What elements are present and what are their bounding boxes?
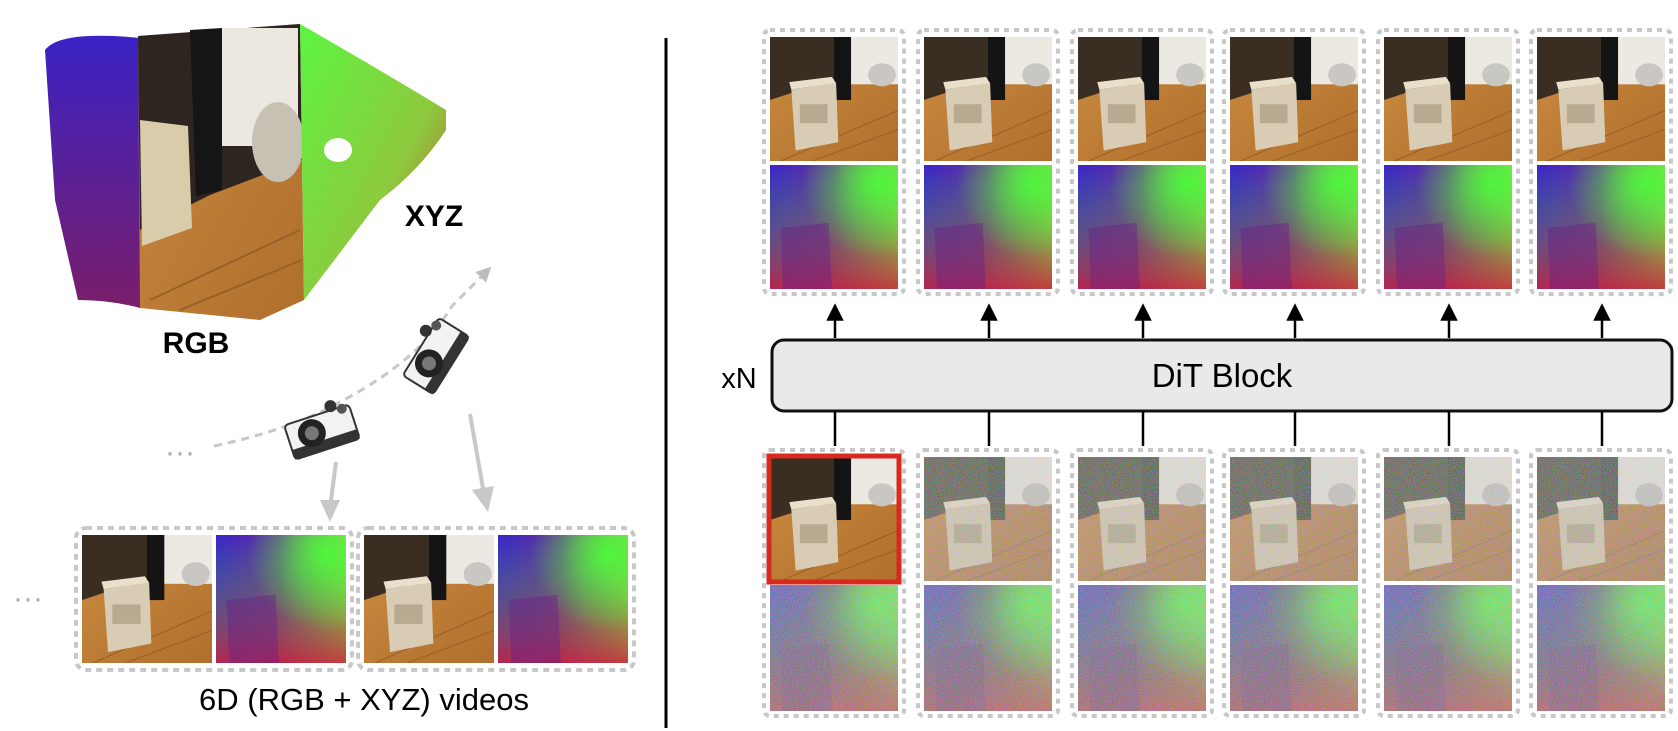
xyz-label: XYZ bbox=[405, 200, 463, 233]
camera-icon bbox=[403, 318, 470, 395]
output-xyz-frame bbox=[770, 165, 898, 289]
output-frame-pair bbox=[1529, 28, 1673, 296]
input-frame-pair bbox=[762, 448, 906, 718]
noisy-xyz-frame bbox=[1384, 585, 1512, 711]
render-arrow-head bbox=[320, 500, 340, 522]
output-frame-pair bbox=[762, 28, 906, 296]
output-rgb-frame bbox=[1384, 37, 1512, 161]
noisy-xyz-frame bbox=[1078, 585, 1206, 711]
render-arrow-head bbox=[472, 486, 494, 512]
noisy-xyz-frame bbox=[1230, 585, 1358, 711]
output-frame-pair bbox=[1376, 28, 1520, 296]
output-rgb-frame bbox=[924, 37, 1052, 161]
input-frame-pair bbox=[1222, 448, 1366, 718]
noisy-rgb-frame bbox=[1230, 457, 1358, 581]
condition-rgb-frame bbox=[770, 457, 898, 581]
output-frame-pair bbox=[916, 28, 1060, 296]
repeat-label: xN bbox=[721, 363, 756, 395]
xyz-frame bbox=[498, 535, 628, 663]
xyz-frame bbox=[216, 535, 346, 663]
output-xyz-frame bbox=[1384, 165, 1512, 289]
noisy-xyz-frame bbox=[770, 585, 898, 711]
noisy-rgb-frame bbox=[1537, 457, 1665, 581]
input-frame-pair bbox=[1070, 448, 1214, 718]
dit-block-label: DiT Block bbox=[1152, 357, 1293, 394]
output-frame-pair bbox=[1222, 28, 1366, 296]
output-rgb-frame bbox=[1078, 37, 1206, 161]
scene-point-cloud bbox=[45, 24, 446, 320]
output-arrows bbox=[826, 303, 1611, 338]
input-frame-pair bbox=[1529, 448, 1673, 718]
output-xyz-frame bbox=[1078, 165, 1206, 289]
condition-highlight bbox=[766, 453, 902, 585]
output-rgb-frame bbox=[1537, 37, 1665, 161]
rgb-frame bbox=[82, 535, 212, 663]
input-frame-pair bbox=[916, 448, 1060, 718]
camera-icon bbox=[284, 400, 360, 460]
dit-block: DiT Block bbox=[770, 338, 1674, 413]
input-frame-pair bbox=[1376, 448, 1520, 718]
noisy-xyz-frame bbox=[924, 585, 1052, 711]
noisy-rgb-frame bbox=[1078, 457, 1206, 581]
trajectory-ellipsis: ··· bbox=[165, 436, 195, 469]
video-pair bbox=[356, 526, 636, 672]
output-xyz-frame bbox=[1537, 165, 1665, 289]
rgb-frame bbox=[364, 535, 494, 663]
output-rgb-frame bbox=[1230, 37, 1358, 161]
noisy-xyz-frame bbox=[1537, 585, 1665, 711]
output-frames bbox=[762, 28, 1673, 296]
input-lines bbox=[833, 411, 1604, 446]
videos-ellipsis: ··· bbox=[13, 582, 43, 615]
rgb-label: RGB bbox=[163, 327, 230, 360]
output-xyz-frame bbox=[924, 165, 1052, 289]
output-rgb-frame bbox=[770, 37, 898, 161]
output-frame-pair bbox=[1070, 28, 1214, 296]
videos-caption: 6D (RGB + XYZ) videos bbox=[199, 682, 529, 717]
noisy-rgb-frame bbox=[924, 457, 1052, 581]
output-xyz-frame bbox=[1230, 165, 1358, 289]
render-arrow bbox=[468, 413, 486, 495]
video-pair bbox=[74, 526, 354, 672]
input-frames bbox=[762, 448, 1673, 718]
noisy-rgb-frame bbox=[1384, 457, 1512, 581]
